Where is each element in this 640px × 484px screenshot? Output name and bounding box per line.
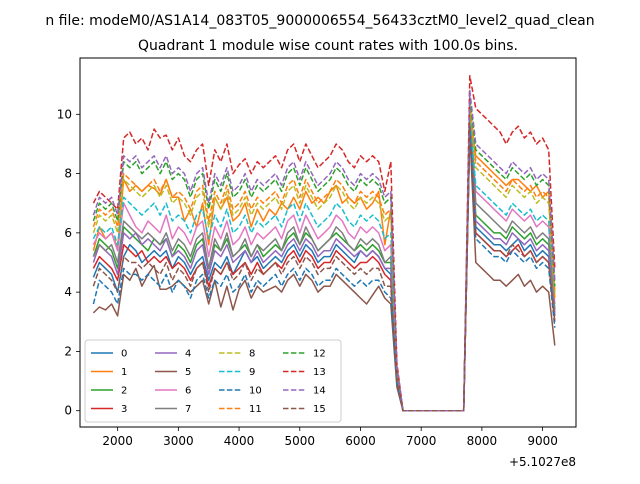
legend-label-9: 9 [249, 367, 255, 378]
y-tick-label: 6 [64, 226, 72, 240]
series-lines [92, 75, 556, 412]
x-tick-label: 2000 [102, 434, 133, 448]
legend-label-10: 10 [249, 386, 262, 397]
legend-label-3: 3 [121, 404, 127, 415]
x-tick-label: 3000 [163, 434, 194, 448]
legend-label-8: 8 [249, 349, 255, 360]
y-tick-label: 8 [64, 167, 72, 181]
series-line-6 [92, 116, 556, 412]
series-line-7 [92, 107, 556, 412]
series-line-11 [92, 101, 556, 412]
legend-frame [84, 339, 342, 423]
series-line-0 [92, 125, 556, 412]
series-line-15 [92, 125, 556, 412]
x-axis-offset-label: +5.1027e8 [509, 455, 576, 469]
x-tick-label: 6000 [345, 434, 376, 448]
series-line-12 [92, 95, 556, 412]
x-tick-label: 9000 [527, 434, 558, 448]
legend-label-5: 5 [185, 367, 191, 378]
legend-label-7: 7 [185, 404, 191, 415]
figure-suptitle: n file: modeM0/AS1A14_083T05_9000006554_… [45, 13, 594, 29]
legend-label-11: 11 [249, 404, 262, 415]
y-tick-label: 10 [57, 107, 72, 121]
y-tick-label: 2 [64, 344, 72, 358]
plot-frame [79, 57, 577, 428]
legend-label-0: 0 [121, 349, 127, 360]
series-line-4 [92, 122, 556, 412]
legend-label-14: 14 [313, 386, 326, 397]
legend-label-6: 6 [185, 386, 191, 397]
legend-label-12: 12 [313, 349, 326, 360]
series-line-8 [92, 104, 556, 412]
x-axis: 2000 3000 4000 5000 6000 7000 8000 9000 [102, 427, 558, 448]
series-line-13 [92, 75, 556, 412]
legend-label-4: 4 [185, 349, 191, 360]
legend-label-1: 1 [121, 367, 127, 378]
y-axis: 0 2 4 6 8 10 [57, 107, 80, 418]
series-line-3 [92, 128, 556, 412]
legend-label-15: 15 [313, 404, 326, 415]
x-tick-label: 8000 [467, 434, 498, 448]
x-tick-label: 4000 [224, 434, 255, 448]
legend-label-13: 13 [313, 367, 326, 378]
x-tick-label: 7000 [406, 434, 437, 448]
x-tick-label: 5000 [284, 434, 315, 448]
y-tick-label: 0 [64, 404, 72, 418]
series-line-9 [92, 113, 556, 412]
y-tick-label: 4 [64, 285, 72, 299]
series-line-14 [92, 89, 556, 412]
series-line-10 [92, 128, 556, 412]
chart-title: Quadrant 1 module wise count rates with … [138, 38, 518, 54]
legend-label-2: 2 [121, 386, 127, 397]
